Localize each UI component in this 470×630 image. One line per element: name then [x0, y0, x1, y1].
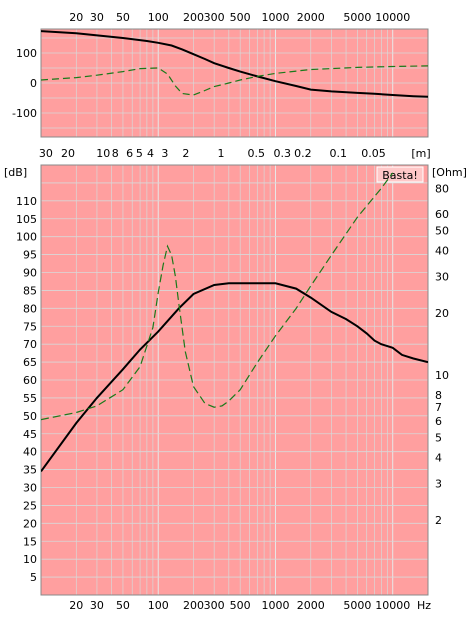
y2-tick-label: 40	[435, 245, 449, 258]
y2-tick-label: 3	[435, 477, 442, 490]
distance-tick-label: 0.1	[329, 147, 347, 160]
impedance-series-line	[41, 172, 394, 421]
phase-x-tick-label: 2000	[297, 11, 325, 24]
y-tick-label: 35	[23, 464, 37, 477]
y-tick-label: 30	[23, 482, 37, 495]
x-tick-label: 100	[148, 599, 169, 612]
y-tick-label: 70	[23, 338, 37, 351]
y-tick-label: 15	[23, 535, 37, 548]
x-tick-label: 20	[69, 599, 83, 612]
y-tick-label: 10	[23, 553, 37, 566]
y2-tick-label: 50	[435, 225, 449, 238]
phase-grid	[41, 29, 428, 137]
y-tick-label: 110	[16, 195, 37, 208]
spl-series-line	[41, 282, 428, 472]
y-tick-label: 80	[23, 302, 37, 315]
x-axis-unit-label: Hz	[417, 599, 431, 612]
phase-x-tick-label: 1000	[261, 11, 289, 24]
y-tick-label: 25	[23, 499, 37, 512]
distance-tick-label: 30	[39, 147, 53, 160]
phase-plot-frame	[40, 28, 429, 138]
y-tick-label: 5	[30, 571, 37, 584]
phase-y-tick-label: -100	[12, 107, 37, 120]
distance-tick-label: 3	[161, 147, 168, 160]
annotation-text: Basta!	[382, 169, 417, 182]
phase-x-tick-label: 500	[230, 11, 251, 24]
y-tick-label: 60	[23, 374, 37, 387]
distance-tick-label: 8	[112, 147, 119, 160]
y-tick-label: 100	[16, 231, 37, 244]
phase-x-tick-label: 300	[204, 11, 225, 24]
distance-tick-label: 20	[61, 147, 75, 160]
x-tick-label: 300	[204, 599, 225, 612]
y-tick-label: 20	[23, 517, 37, 530]
y-tick-label: 75	[23, 320, 37, 333]
y2-tick-label: 80	[435, 182, 449, 195]
annotation-box	[376, 166, 424, 183]
y2-axis-label: [Ohm]	[432, 166, 467, 179]
distance-tick-label: 0.5	[248, 147, 266, 160]
x-tick-label: 50	[116, 599, 130, 612]
x-tick-label: 200	[183, 599, 204, 612]
y2-tick-label: 20	[435, 307, 449, 320]
y2-tick-label: 2	[435, 514, 442, 527]
y-tick-label: 65	[23, 356, 37, 369]
distance-unit-label: [m]	[411, 147, 430, 160]
y-tick-label: 90	[23, 267, 37, 280]
y2-tick-label: 5	[435, 431, 442, 444]
y-tick-label: 45	[23, 428, 37, 441]
y2-tick-label: 30	[435, 270, 449, 283]
y-tick-label: 50	[23, 410, 37, 423]
x-tick-label: 5000	[343, 599, 371, 612]
y-tick-label: 55	[23, 392, 37, 405]
phase-x-tick-label: 100	[148, 11, 169, 24]
x-tick-label: 2000	[297, 599, 325, 612]
main-plot-frame	[40, 164, 429, 596]
x-tick-label: 500	[230, 599, 251, 612]
phase-series-line-solid	[41, 30, 428, 98]
x-tick-label: 1000	[261, 599, 289, 612]
main-grid	[41, 165, 428, 595]
phase-x-tick-label: 200	[183, 11, 204, 24]
y2-tick-label: 8	[435, 389, 442, 402]
y-tick-label: 85	[23, 284, 37, 297]
distance-tick-label: 0.2	[294, 147, 312, 160]
y-axis-label: [dB]	[4, 166, 27, 179]
phase-y-tick-label: 100	[16, 47, 37, 60]
x-tick-label: 10000	[375, 599, 410, 612]
phase-x-tick-label: 20	[69, 11, 83, 24]
y-tick-label: 40	[23, 446, 37, 459]
phase-series-line-dashed	[41, 65, 428, 96]
phase-x-tick-label: 5000	[343, 11, 371, 24]
distance-tick-label: 0.3	[274, 147, 292, 160]
distance-tick-label: 1	[217, 147, 224, 160]
distance-tick-label: 0.05	[361, 147, 386, 160]
distance-tick-label: 4	[147, 147, 154, 160]
x-tick-label: 30	[90, 599, 104, 612]
y-tick-label: 95	[23, 249, 37, 262]
phase-y-tick-label: 0	[30, 77, 37, 90]
phase-x-tick-label: 50	[116, 11, 130, 24]
y2-tick-label: 60	[435, 208, 449, 221]
y2-tick-label: 7	[435, 401, 442, 414]
y2-tick-label: 6	[435, 415, 442, 428]
distance-tick-label: 10	[96, 147, 110, 160]
y-tick-label: 105	[16, 213, 37, 226]
y2-tick-label: 10	[435, 369, 449, 382]
phase-x-tick-label: 30	[90, 11, 104, 24]
distance-tick-label: 5	[136, 147, 143, 160]
distance-tick-label: 2	[182, 147, 189, 160]
distance-tick-label: 6	[126, 147, 133, 160]
y2-tick-label: 4	[435, 451, 442, 464]
phase-x-tick-label: 10000	[375, 11, 410, 24]
